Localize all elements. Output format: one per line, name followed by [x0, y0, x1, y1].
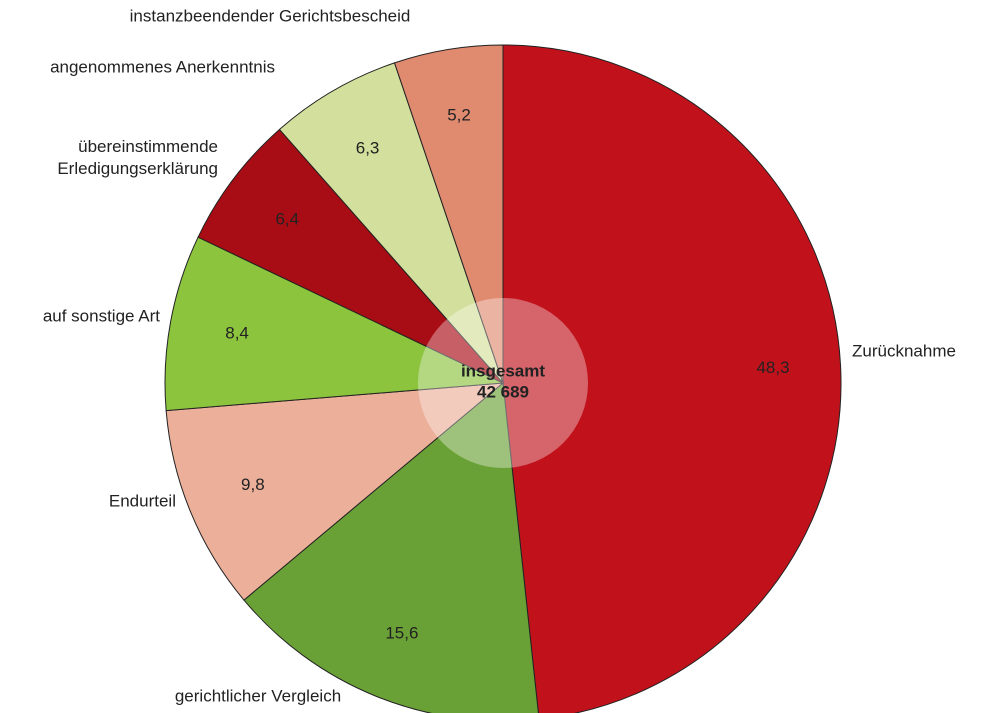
pie-slice [502, 44, 842, 713]
value-label: 6,4 [275, 209, 299, 228]
value-label: 5,2 [447, 106, 471, 125]
category-label: Zurücknahme [852, 341, 956, 360]
category-label: Endurteil [109, 491, 176, 510]
category-label: übereinstimmende Erledigungserklärung [57, 137, 218, 178]
total-label: 42 689 [477, 382, 529, 401]
category-label: instanzbeendender Gerichtsbescheid [130, 6, 411, 25]
pie [164, 44, 842, 713]
category-label: angenommenes Anerkenntnis [50, 57, 275, 76]
pie-slice [278, 62, 504, 384]
category-label: auf sonstige Art [43, 306, 160, 325]
value-label: 9,8 [241, 475, 265, 494]
pie-slice [165, 382, 505, 601]
pie-slice [164, 236, 505, 412]
center-overlay [418, 298, 588, 468]
value-label: 15,6 [385, 623, 418, 642]
value-label: 48,3 [756, 358, 789, 377]
value-label: 8,4 [225, 323, 249, 342]
pie-slice [197, 128, 504, 384]
pie-slice [243, 382, 539, 713]
pie-slice [393, 44, 504, 384]
value-label: 6,3 [356, 138, 380, 157]
center-label: insgesamt [461, 361, 545, 380]
category-label: gerichtlicher Vergleich [175, 686, 341, 705]
